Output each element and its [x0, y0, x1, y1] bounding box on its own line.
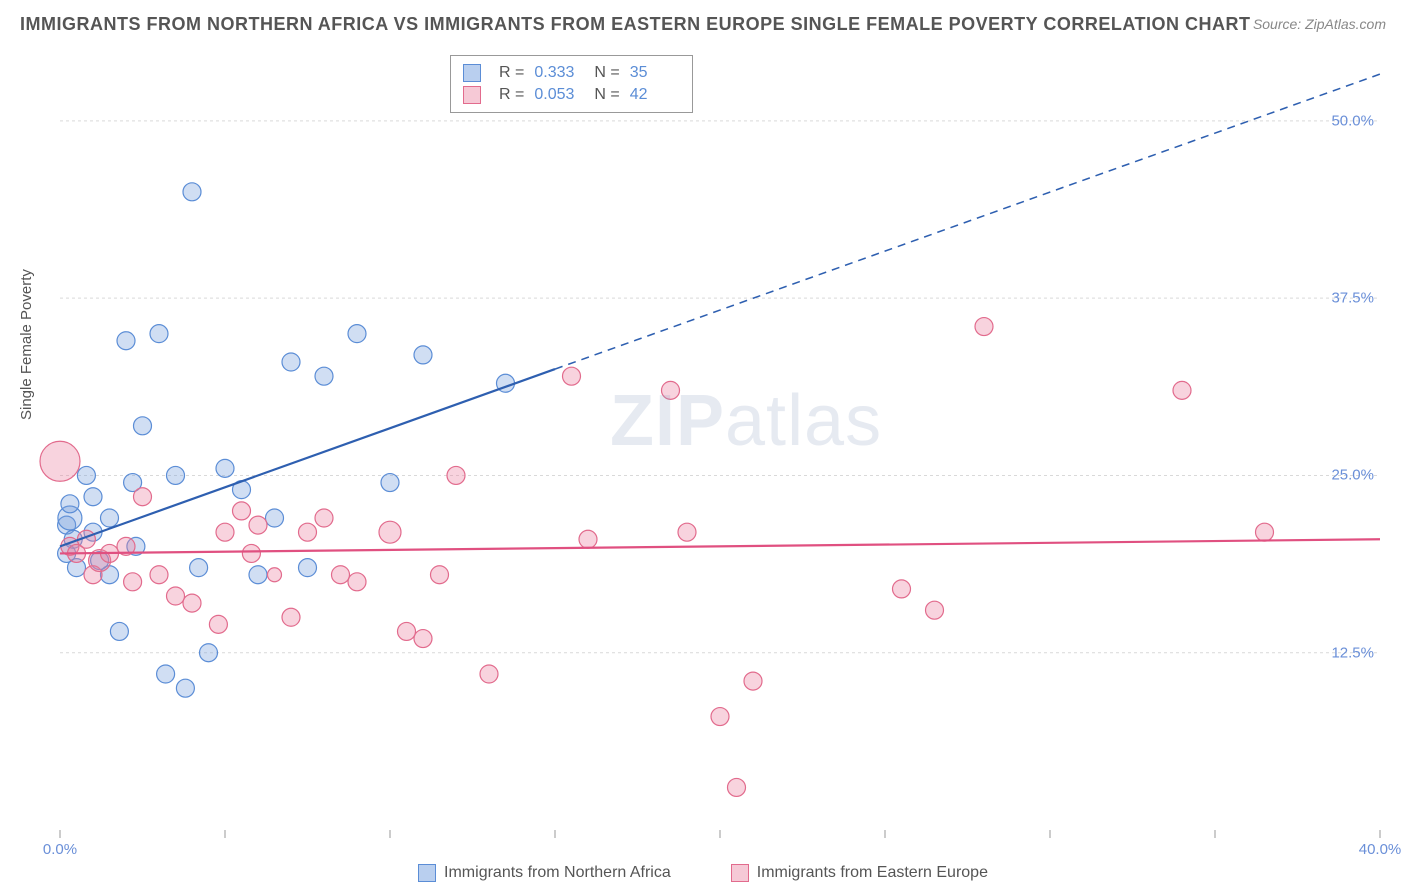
correlation-legend-row: R = 0.333 N = 35 [463, 62, 680, 84]
correlation-legend: R = 0.333 N = 35 R = 0.053 N = 42 [450, 55, 693, 113]
series-legend-item: Immigrants from Northern Africa [418, 864, 671, 882]
y-tick-label: 50.0% [1331, 112, 1380, 129]
series-legend-item: Immigrants from Eastern Europe [731, 864, 988, 882]
r-value: 0.333 [534, 64, 584, 82]
series-legend: Immigrants from Northern Africa Immigrant… [0, 864, 1406, 882]
n-value: 42 [630, 86, 680, 104]
r-value: 0.053 [534, 86, 584, 104]
series-legend-label: Immigrants from Eastern Europe [757, 864, 988, 882]
n-value: 35 [630, 64, 680, 82]
legend-swatch [463, 86, 481, 104]
y-tick-label: 25.0% [1331, 467, 1380, 484]
y-tick-label: 12.5% [1331, 644, 1380, 661]
correlation-legend-row: R = 0.053 N = 42 [463, 84, 680, 106]
n-label: N = [594, 64, 619, 82]
r-label: R = [499, 64, 524, 82]
y-tick-label: 37.5% [1331, 290, 1380, 307]
n-label: N = [594, 86, 619, 104]
x-tick-label: 40.0% [1359, 841, 1402, 858]
legend-swatch [463, 64, 481, 82]
scatter-chart [0, 0, 1406, 892]
x-tick-label: 0.0% [43, 841, 77, 858]
legend-swatch [418, 864, 436, 882]
series-legend-label: Immigrants from Northern Africa [444, 864, 671, 882]
r-label: R = [499, 86, 524, 104]
legend-swatch [731, 864, 749, 882]
